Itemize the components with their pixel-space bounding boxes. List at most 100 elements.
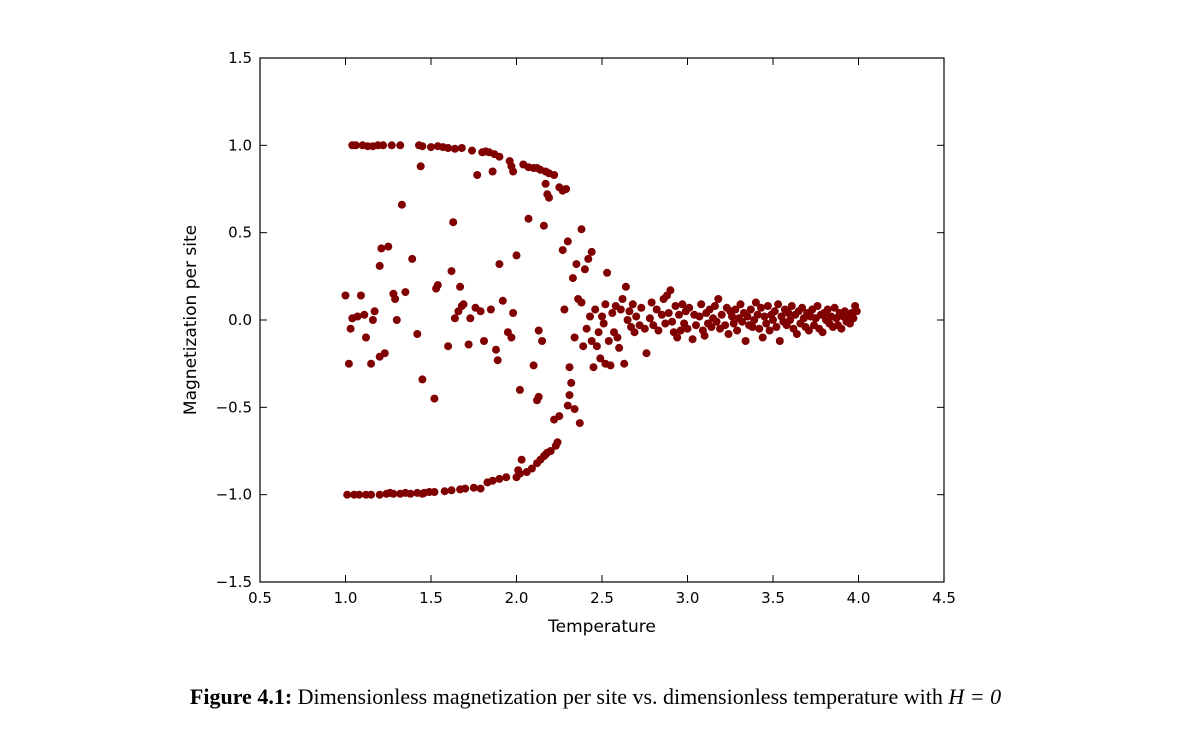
data-point <box>743 312 752 321</box>
data-point <box>784 309 793 317</box>
data-point <box>717 310 726 319</box>
data-point <box>392 316 401 324</box>
data-point <box>570 405 579 414</box>
data-point <box>384 242 393 251</box>
data-point <box>804 326 813 335</box>
data-point <box>353 312 362 321</box>
data-point <box>560 305 569 314</box>
data-point <box>688 335 697 344</box>
data-point <box>613 333 622 342</box>
data-point <box>673 333 682 342</box>
data-point <box>362 333 370 342</box>
data-point <box>620 359 629 368</box>
data-point <box>606 361 615 370</box>
data-point <box>666 286 675 295</box>
data-point <box>367 490 376 499</box>
data-point <box>572 260 581 269</box>
data-point <box>748 323 757 331</box>
data-point <box>468 146 476 155</box>
data-point <box>447 486 456 495</box>
data-point <box>558 246 567 255</box>
x-tick-label: 1.5 <box>419 589 443 607</box>
data-point <box>647 298 656 307</box>
data-point <box>580 265 589 274</box>
x-tick-label: 2.0 <box>505 589 529 607</box>
data-point <box>621 282 630 291</box>
y-tick-label: −1.0 <box>216 486 252 504</box>
y-tick-label: −0.5 <box>216 398 252 416</box>
x-tick-label: 3.0 <box>676 589 700 607</box>
data-point <box>700 331 709 340</box>
x-tick-label: 4.0 <box>847 589 871 607</box>
data-point <box>368 316 377 324</box>
data-point <box>413 330 422 338</box>
data-point <box>738 317 747 326</box>
data-point <box>608 309 617 317</box>
data-point <box>584 254 593 263</box>
data-point <box>618 295 627 303</box>
data-point <box>498 296 507 305</box>
data-point <box>391 295 400 303</box>
data-point <box>538 337 547 345</box>
data-point <box>515 385 524 394</box>
y-tick-label: −1.5 <box>216 573 252 591</box>
data-point <box>440 487 449 496</box>
data-point <box>430 488 439 496</box>
data-point <box>710 302 719 310</box>
data-point <box>456 282 465 291</box>
data-point <box>736 300 745 309</box>
data-point <box>579 342 588 351</box>
data-point <box>488 476 497 485</box>
data-point <box>495 260 504 269</box>
data-point <box>533 164 541 172</box>
data-point <box>586 312 594 321</box>
data-point <box>457 144 466 152</box>
data-point <box>775 337 784 345</box>
y-tick-label: 1.5 <box>228 49 252 67</box>
data-point <box>401 288 410 297</box>
data-point <box>772 323 781 331</box>
figure-caption-math: H = 0 <box>948 684 1002 709</box>
data-point <box>507 333 516 342</box>
data-point <box>555 412 564 421</box>
data-point <box>375 490 384 499</box>
data-point <box>356 291 365 300</box>
data-point <box>615 343 624 352</box>
data-point <box>416 162 425 171</box>
data-point <box>582 324 591 333</box>
data-point <box>563 237 572 246</box>
data-point <box>765 326 774 335</box>
data-point <box>553 438 562 447</box>
data-point <box>449 218 458 227</box>
data-point <box>486 305 495 314</box>
data-point <box>469 483 478 492</box>
data-point <box>514 466 523 475</box>
data-point <box>545 193 553 202</box>
data-point <box>539 221 548 230</box>
data-point <box>492 345 500 354</box>
x-tick-label: 2.5 <box>590 589 614 607</box>
data-point <box>418 489 427 498</box>
data-point <box>678 300 687 309</box>
data-point <box>616 305 625 314</box>
data-point <box>433 281 442 290</box>
data-point <box>476 484 485 493</box>
data-point <box>753 310 762 319</box>
data-point <box>733 326 742 335</box>
data-point <box>370 307 379 316</box>
data-point <box>642 349 651 358</box>
y-tick-label: 0.0 <box>228 311 252 329</box>
figure-caption: Figure 4.1: Dimensionless magnetization … <box>0 684 1191 710</box>
data-point <box>792 330 801 338</box>
x-tick-label: 1.0 <box>334 589 358 607</box>
data-point <box>757 303 765 312</box>
data-point <box>461 484 470 493</box>
data-point <box>591 305 600 314</box>
data-point <box>406 489 415 498</box>
data-point <box>654 326 663 335</box>
data-point <box>341 291 350 300</box>
x-tick-label: 0.5 <box>248 589 272 607</box>
data-point <box>770 307 779 316</box>
data-point <box>837 324 846 333</box>
data-point <box>375 261 384 270</box>
